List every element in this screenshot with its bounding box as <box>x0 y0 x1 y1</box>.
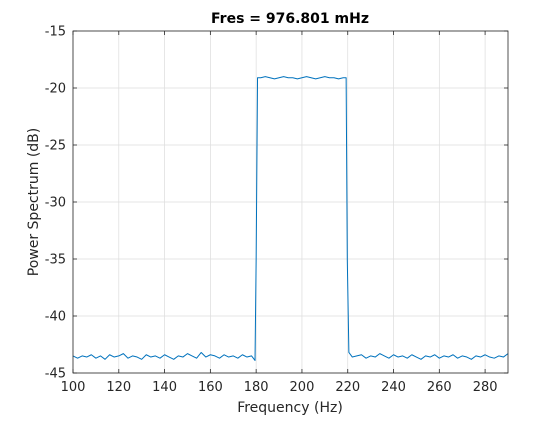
x-tick-label: 180 <box>244 380 269 395</box>
x-tick-label: 140 <box>152 380 177 395</box>
x-axis-label: Frequency (Hz) <box>237 400 343 416</box>
x-tick-label: 160 <box>198 380 223 395</box>
y-tick-label: -30 <box>45 196 66 211</box>
y-tick-label: -20 <box>45 82 66 97</box>
x-tick-label: 220 <box>335 380 360 395</box>
x-tick-label: 260 <box>427 380 452 395</box>
series-layer <box>72 76 509 361</box>
x-tick-label: 100 <box>61 380 86 395</box>
y-tick-label: -35 <box>45 253 66 268</box>
y-tick-label: -15 <box>45 25 66 40</box>
chart-title: Fres = 976.801 mHz <box>211 11 369 27</box>
y-tick-label: -40 <box>45 310 66 325</box>
tick-layer: 100 120 140 160 180 200 220 240 260 280 -45 -40 -35 -… <box>45 25 508 395</box>
x-tick-label: 120 <box>106 380 131 395</box>
x-tick-label: 200 <box>290 380 315 395</box>
x-tick-label: 240 <box>381 380 406 395</box>
y-tick-label: -45 <box>45 367 66 382</box>
x-tick-label: 280 <box>473 380 498 395</box>
series-line-0 <box>72 76 509 361</box>
y-tick-label: -25 <box>45 139 66 154</box>
grid-lines <box>72 30 508 374</box>
y-axis-label: Power Spectrum (dB) <box>26 128 42 276</box>
